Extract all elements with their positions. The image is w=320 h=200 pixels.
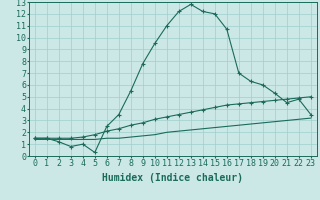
- X-axis label: Humidex (Indice chaleur): Humidex (Indice chaleur): [102, 173, 243, 183]
